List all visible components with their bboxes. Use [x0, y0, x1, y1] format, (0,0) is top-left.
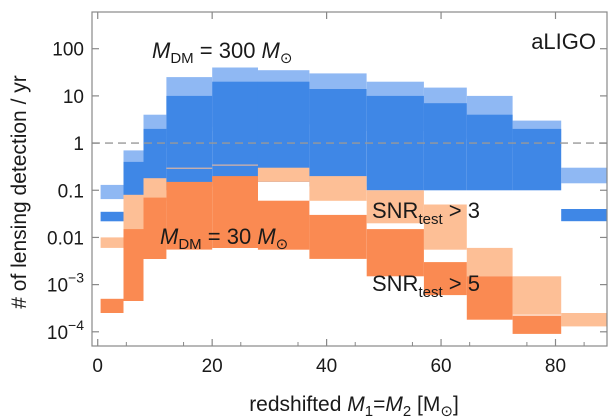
band-series-3-bin-6 [309, 214, 367, 259]
band-series-2-bin-11 [561, 313, 607, 327]
band-series-3-bin-5 [257, 200, 310, 250]
band-series-2-bin-6 [309, 176, 367, 201]
band-series-3-bin-3 [166, 181, 213, 250]
band-series-1-bin-4 [212, 81, 258, 182]
band-series-2-bin-9 [466, 247, 513, 277]
annotation-dm300: MDM = 300 M⊙ [152, 38, 292, 67]
y-tick-label: 10−4 [47, 317, 84, 344]
band-series-1-bin-5 [257, 81, 310, 182]
band-series-1-bin-9 [466, 114, 513, 191]
band-series-1-bin-3 [166, 95, 213, 187]
y-tick-label: 0.01 [47, 228, 84, 249]
y-tick-label: 1 [73, 134, 84, 155]
band-series-1-bin-0 [100, 211, 124, 222]
band-series-1-bin-6 [309, 89, 367, 187]
band-series-3-bin-7 [366, 229, 424, 277]
y-tick-label: 10 [63, 87, 84, 108]
x-axis-title: redshifted M1=M2 [M⊙] [249, 393, 459, 420]
band-series-0-bin-1 [123, 150, 144, 162]
band-series-1-bin-8 [423, 103, 467, 191]
band-series-3-bin-1 [123, 229, 144, 301]
y-tick-label: 10−3 [47, 270, 84, 297]
x-tick-label: 80 [545, 356, 566, 377]
band-series-0-bin-0 [100, 184, 124, 200]
band-series-2-bin-4 [212, 164, 258, 166]
band-series-2-bin-7 [366, 190, 424, 224]
band-series-3-bin-0 [100, 298, 124, 313]
axis-ticks: 0 20 40 60 80 100 10 1 0.1 0.01 10−3 10−4 [47, 12, 607, 377]
y-tick-label: 0.1 [58, 181, 84, 202]
plot-frame [91, 11, 608, 347]
band-series-3-bin-8 [423, 262, 467, 296]
band-series-3-bin-9 [466, 276, 513, 320]
band-series-2-bin-5 [257, 167, 310, 182]
band-series-2-bin-10 [512, 276, 562, 315]
band-series-1-bin-2 [143, 128, 167, 191]
band-series-3-bin-4 [212, 176, 258, 248]
y-tick-label: 100 [52, 40, 84, 61]
x-tick-label: 40 [316, 356, 337, 377]
band-series-1-bin-11 [561, 209, 607, 222]
x-tick-label: 0 [92, 356, 103, 377]
band-series-2-bin-8 [423, 204, 467, 250]
band-series-0-bin-11 [561, 167, 607, 184]
band-series-2-bin-0 [100, 237, 124, 248]
annotation-snr5: SNRtest > 5 [372, 271, 480, 301]
annotation-detector: aLIGO [531, 29, 596, 54]
band-series-2-bin-1 [123, 194, 144, 234]
band-series-1-bin-10 [512, 128, 562, 191]
band-series-2-bin-3 [166, 167, 213, 169]
band-series-3-bin-10 [512, 315, 562, 334]
annotation-snr3: SNRtest > 3 [372, 198, 480, 228]
annotation-dm30: MDM = 30 M⊙ [160, 224, 288, 253]
band-series-3-bin-2 [143, 197, 167, 259]
y-axis-title: # of lensing detection / yr [8, 75, 31, 308]
x-tick-label: 60 [430, 356, 451, 377]
band-series-2-bin-2 [143, 178, 167, 201]
histogram-bands [100, 67, 607, 334]
x-tick-label: 20 [202, 356, 223, 377]
